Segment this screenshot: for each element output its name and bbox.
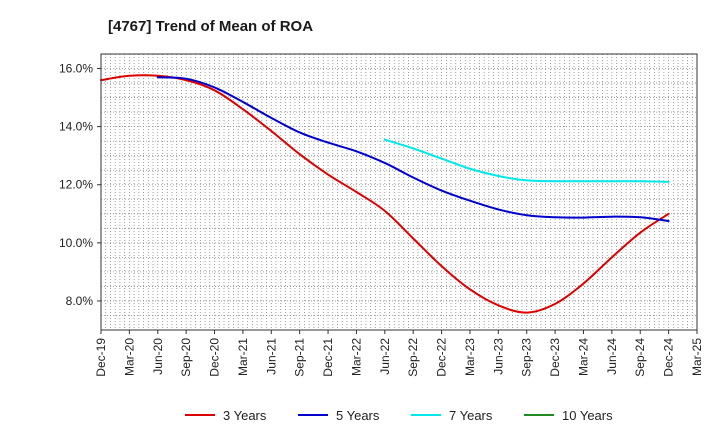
x-tick-label: Jun-21	[264, 338, 278, 375]
x-axis-ticks: Dec-19 Mar-20 Jun-20 Sep-20 Dec-20 Mar-21 Jun-…	[94, 330, 704, 377]
x-tick-label: Dec-20	[208, 338, 222, 377]
chart-title: [4767] Trend of Mean of ROA	[108, 18, 313, 35]
x-tick-label: Mar-22	[349, 338, 363, 376]
legend-label-7-years: 7 Years	[449, 408, 493, 423]
grid-layer	[100, 53, 698, 331]
x-tick-label: Sep-24	[633, 338, 647, 377]
legend-label-3-years: 3 Years	[223, 408, 267, 423]
x-tick-label: Mar-24	[576, 338, 590, 376]
x-tick-label: Dec-24	[662, 338, 676, 377]
series-line-5-years	[156, 76, 670, 223]
x-tick-label: Mar-20	[122, 338, 136, 376]
y-axis-ticks: 8.0% 10.0% 12.0% 14.0% 16.0%	[59, 62, 101, 308]
x-tick-label: Sep-21	[293, 338, 307, 377]
y-tick-label: 16.0%	[59, 62, 93, 76]
legend-label-5-years: 5 Years	[336, 408, 380, 423]
plot-frame	[100, 53, 698, 331]
x-tick-label: Jun-24	[605, 338, 619, 375]
x-tick-label: Dec-22	[435, 338, 449, 377]
y-tick-label: 14.0%	[59, 120, 93, 134]
x-tick-label: Mar-25	[690, 338, 704, 376]
y-tick-label: 8.0%	[66, 294, 94, 308]
x-tick-label: Mar-23	[463, 338, 477, 376]
x-tick-label: Jun-23	[491, 338, 505, 375]
x-tick-label: Sep-20	[179, 338, 193, 377]
y-tick-label: 10.0%	[59, 236, 93, 250]
x-tick-label: Dec-21	[321, 338, 335, 377]
x-tick-label: Jun-22	[378, 338, 392, 375]
x-tick-label: Jun-20	[151, 338, 165, 375]
x-tick-label: Dec-23	[548, 338, 562, 377]
series-layer	[100, 74, 670, 314]
x-tick-label: Mar-21	[236, 338, 250, 376]
y-tick-label: 12.0%	[59, 178, 93, 192]
legend-label-10-years: 10 Years	[562, 408, 613, 423]
legend: 3 Years 5 Years 7 Years 10 Years	[185, 408, 613, 423]
x-tick-label: Sep-22	[406, 338, 420, 377]
series-line-3-years	[100, 74, 670, 314]
series-line-7-years	[383, 138, 670, 183]
x-tick-label: Dec-19	[94, 338, 108, 377]
x-tick-label: Sep-23	[520, 338, 534, 377]
